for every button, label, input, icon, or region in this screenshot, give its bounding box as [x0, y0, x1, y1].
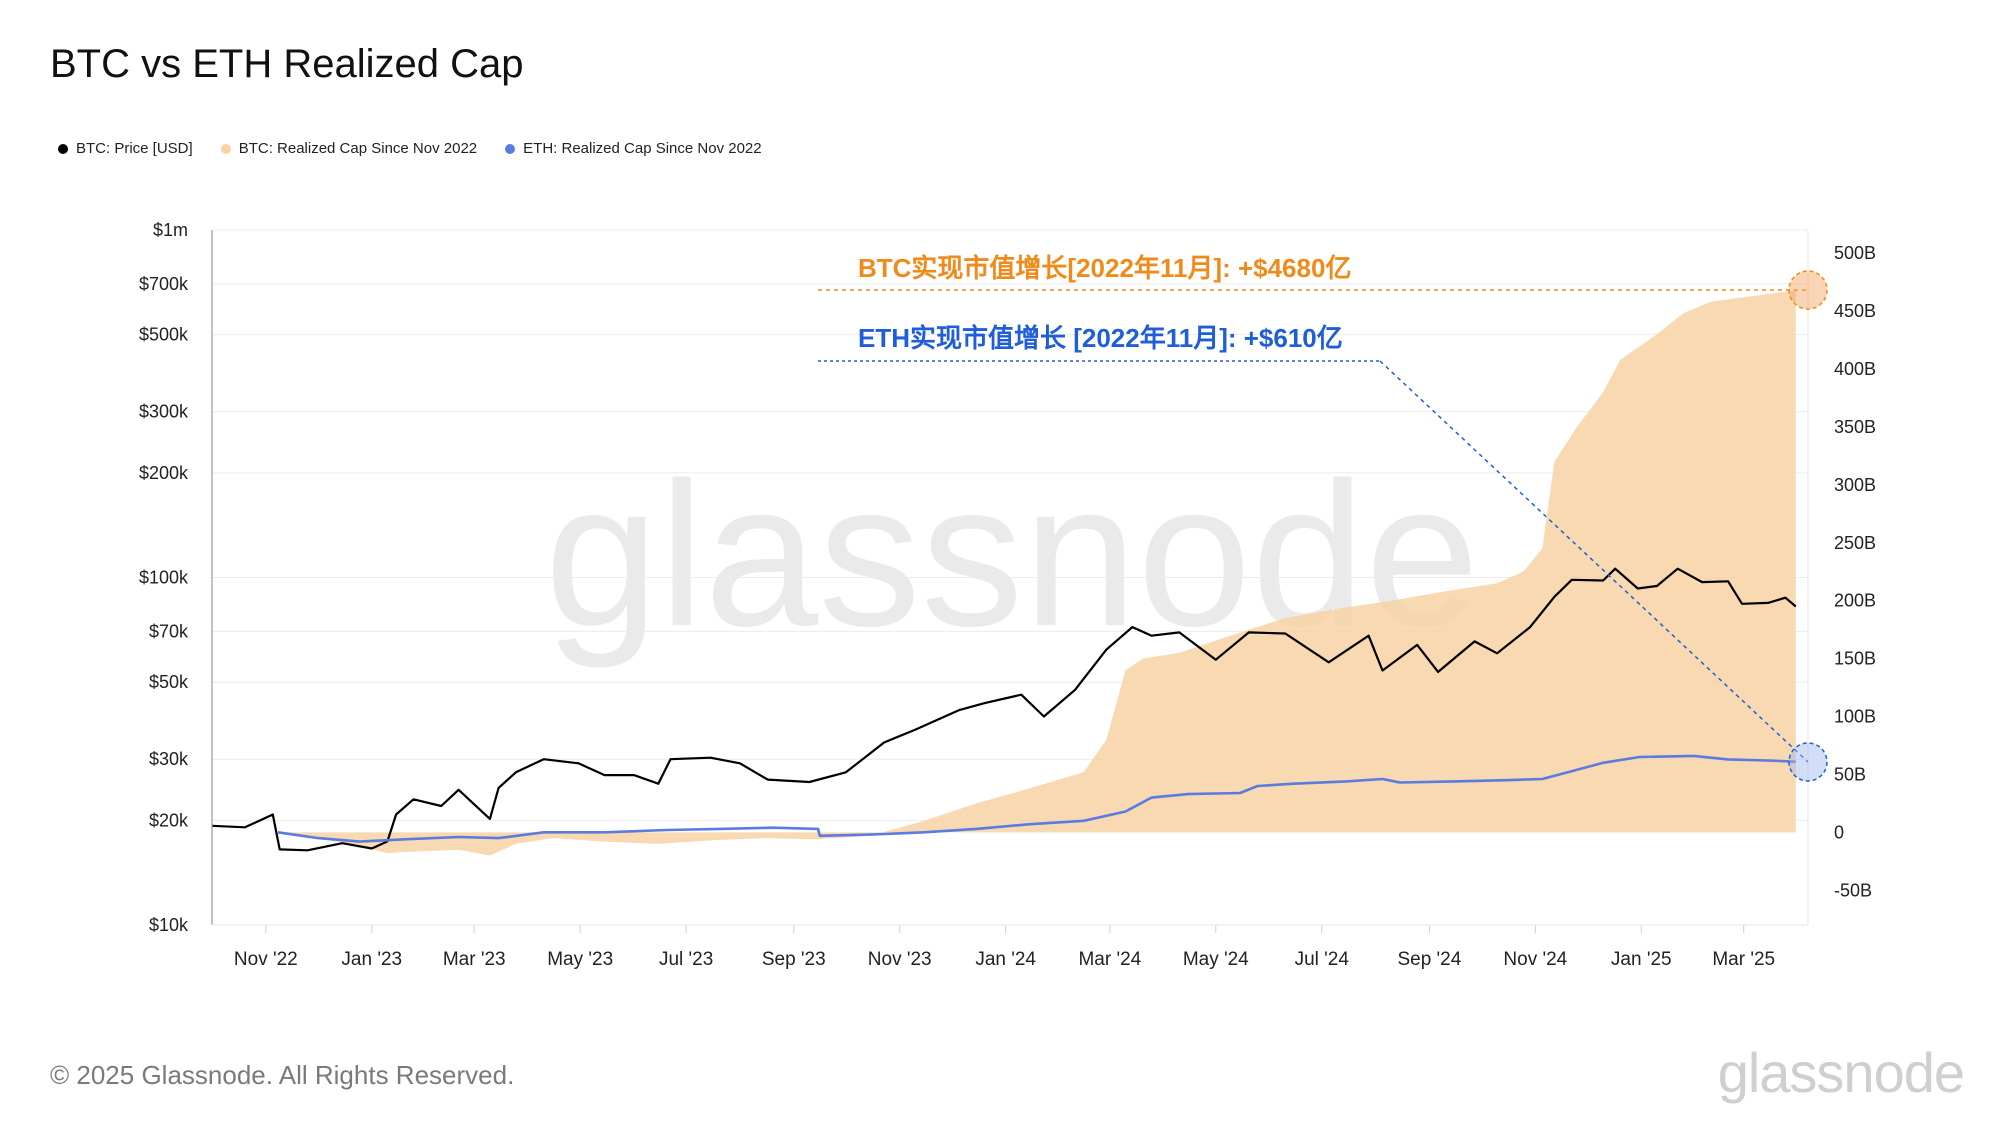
btc-annotation-text: BTC实现市值增长[2022年11月]: +$4680亿 [858, 253, 1351, 283]
x-tick-label: Jan '25 [1611, 949, 1672, 970]
y-left-tick-label: $1m [153, 220, 188, 240]
legend-dot-icon [220, 143, 231, 154]
y-left-tick-label: $30k [149, 749, 189, 769]
y-left-tick-label: $10k [149, 915, 189, 935]
x-tick-label: Jan '23 [341, 949, 402, 970]
y-left-tick-label: $200k [139, 463, 189, 483]
y-right-tick-label: 300B [1834, 475, 1876, 495]
legend-label: BTC: Realized Cap Since Nov 2022 [238, 140, 478, 157]
legend-label: BTC: Price [USD] [76, 140, 193, 157]
legend-dot-icon [505, 143, 516, 154]
y-left-tick-label: $300k [139, 402, 189, 422]
x-tick-label: Mar '23 [443, 949, 506, 970]
legend: BTC: Price [USD] BTC: Realized Cap Since… [58, 140, 762, 157]
x-tick-label: Jul '24 [1295, 949, 1350, 970]
y-right-tick-label: 400B [1834, 359, 1876, 379]
glassnode-logo: glassnode [1717, 1041, 1965, 1104]
legend-label: ETH: Realized Cap Since Nov 2022 [523, 140, 762, 157]
x-tick-label: Sep '23 [762, 949, 826, 970]
annotations: BTC实现市值增长[2022年11月]: +$4680亿 ETH实现市值增长 [… [818, 253, 1828, 782]
x-tick-label: Mar '25 [1712, 949, 1775, 970]
y-right-tick-label: 250B [1834, 533, 1876, 553]
x-tick-label: Mar '24 [1078, 949, 1141, 970]
eth-annotation-text: ETH实现市值增长 [2022年11月]: +$610亿 [858, 323, 1343, 353]
legend-item-eth-realized-cap[interactable]: ETH: Realized Cap Since Nov 2022 [505, 140, 762, 157]
y-right-tick-label: -50B [1834, 880, 1872, 900]
y-left-tick-label: $700k [139, 274, 189, 294]
y-left-tick-label: $50k [149, 672, 189, 692]
axes: $10k $20k $30k $50k $70k $100k $200k $300k $500k… [139, 220, 1876, 970]
x-tick-label: Sep '24 [1397, 949, 1461, 970]
btc-price-line-layer [211, 567, 1797, 852]
eth-annotation-connector [1379, 360, 1809, 763]
y-left-tick-label: $100k [139, 568, 189, 588]
y-right-tick-label: 50B [1834, 764, 1866, 784]
eth-annotation-marker [1788, 742, 1828, 782]
x-tick-label: Nov '24 [1503, 949, 1567, 970]
btc-realized-cap-area-layer [277, 290, 1796, 856]
eth-realized-cap-line [277, 754, 1796, 843]
y-right-tick-label: 500B [1834, 243, 1876, 263]
copyright: © 2025 Glassnode. All Rights Reserved. [50, 1060, 515, 1090]
y-left-tick-label: $70k [149, 621, 189, 641]
y-right-tick-label: 450B [1834, 301, 1876, 321]
legend-item-btc-realized-cap[interactable]: BTC: Realized Cap Since Nov 2022 [220, 140, 478, 157]
y-right-tick-label: 100B [1834, 707, 1876, 727]
y-right-tick-label: 200B [1834, 591, 1876, 611]
btc-realized-cap-area [277, 290, 1796, 856]
x-tick-label: Nov '22 [234, 949, 298, 970]
y-right-tick-label: 150B [1834, 649, 1876, 669]
y-left-tick-label: $20k [149, 810, 189, 830]
btc-price-line [211, 567, 1797, 852]
y-right-tick-label: 0 [1834, 822, 1844, 842]
x-tick-label: May '23 [547, 949, 613, 970]
legend-item-btc-price[interactable]: BTC: Price [USD] [58, 140, 193, 157]
x-tick-label: Jul '23 [659, 949, 713, 970]
chart-canvas: glassnode $10k$20k$30k$50k$70k$100k$200k… [139, 220, 1876, 970]
x-tick-label: Nov '23 [868, 949, 932, 970]
y-left-tick-label: $500k [139, 325, 189, 345]
chart-title: BTC vs ETH Realized Cap [50, 42, 524, 86]
x-tick-label: Jan '24 [975, 949, 1036, 970]
eth-realized-cap-line-layer [277, 754, 1796, 843]
btc-annotation-marker [1788, 270, 1828, 310]
x-tick-label: May '24 [1183, 949, 1249, 970]
legend-dot-icon [58, 143, 68, 154]
y-right-tick-label: 350B [1834, 417, 1876, 437]
